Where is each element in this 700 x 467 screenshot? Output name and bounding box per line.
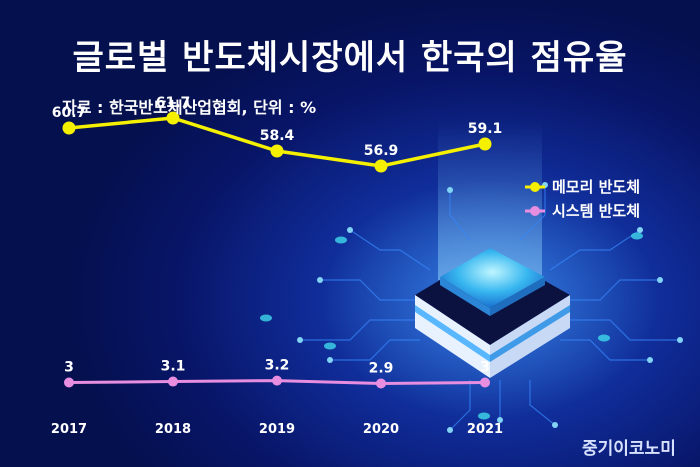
chart-title: 글로벌 반도체시장에서 한국의 점유율 [72, 38, 628, 78]
data-label-2018: 61.7 [156, 95, 191, 111]
chip-illustration [415, 248, 570, 378]
x-tick-2017: 2017 [51, 422, 87, 437]
data-point-2017 [64, 377, 74, 388]
publisher-watermark: 중기이코노미 [582, 439, 676, 459]
data-point-2017 [62, 121, 76, 135]
x-tick-2020: 2020 [363, 422, 399, 437]
x-axis: 2017 2018 2019 2020 2021 [51, 422, 503, 437]
data-label-2021: 3 [480, 360, 490, 376]
data-point-2020 [374, 159, 388, 173]
data-label-2021: 59.1 [468, 121, 503, 137]
legend-item-memory: 메모리 반도체 [525, 178, 640, 196]
x-tick-2021: 2021 [467, 422, 503, 437]
data-label-2017: 60.7 [52, 105, 87, 121]
legend-item-system: 시스템 반도체 [525, 202, 640, 220]
series-memory: 60.7 61.7 58.4 56.9 59.1 [52, 95, 503, 173]
x-tick-2018: 2018 [155, 422, 191, 437]
data-point-2021 [478, 137, 492, 151]
data-point-2019 [270, 144, 284, 158]
legend-label: 메모리 반도체 [552, 178, 640, 196]
data-point-2021 [480, 377, 490, 388]
series-system: 3 3.1 3.2 2.9 3 [64, 358, 490, 389]
legend-label: 시스템 반도체 [552, 202, 640, 220]
data-label-2018: 3.1 [161, 359, 186, 375]
data-label-2020: 56.9 [364, 143, 399, 159]
x-tick-2019: 2019 [259, 422, 295, 437]
data-point-2019 [272, 375, 282, 386]
data-label-2019: 58.4 [260, 128, 295, 144]
source-note: 자료 : 한국반도체산업협회, 단위 : % [62, 98, 317, 117]
data-point-2018 [168, 376, 178, 387]
series-layer: 60.7 61.7 58.4 56.9 59.1 3 3.1 3.2 2.9 3 [52, 95, 503, 389]
data-label-2019: 3.2 [265, 358, 290, 374]
data-label-2017: 3 [64, 360, 74, 376]
data-point-2018 [166, 111, 180, 125]
legend-swatch-marker [530, 182, 540, 192]
data-point-2020 [376, 378, 386, 389]
legend-swatch-marker [530, 206, 540, 216]
data-label-2020: 2.9 [369, 360, 394, 376]
